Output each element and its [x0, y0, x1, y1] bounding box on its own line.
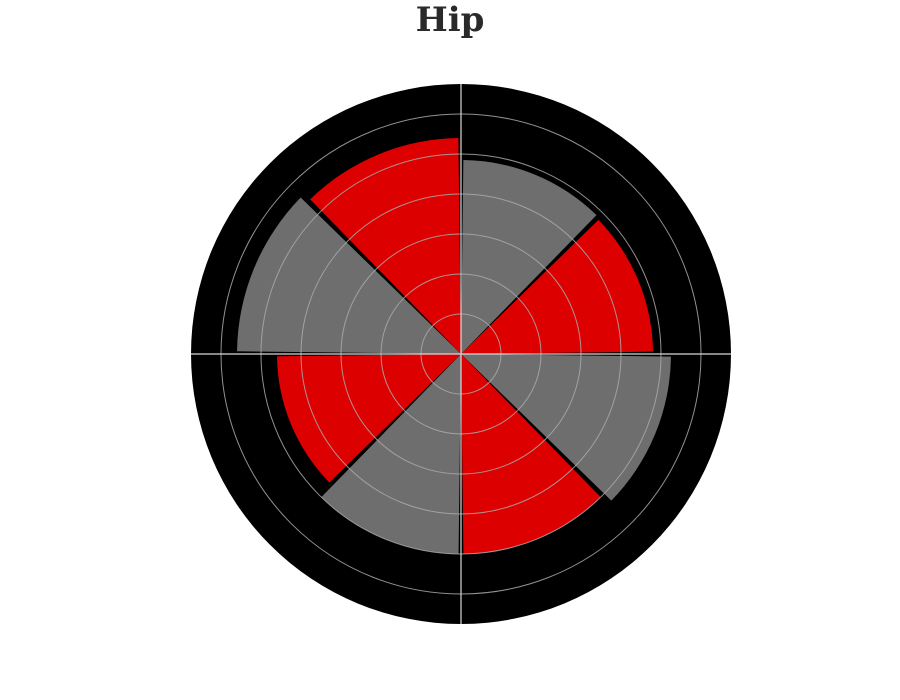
bar-series1-1 [310, 138, 461, 354]
bar-series2-3 [321, 354, 461, 554]
bar-series1-2 [461, 219, 653, 354]
chart-title: Hip [415, 0, 485, 40]
bar-series2-4 [237, 197, 461, 354]
bars-group [237, 138, 671, 554]
gridlines-group [191, 84, 731, 624]
bar-series1-4 [277, 354, 461, 483]
bar-series1-3 [461, 354, 601, 554]
bar-series2-1 [461, 160, 597, 354]
bar-series2-2 [461, 354, 671, 501]
